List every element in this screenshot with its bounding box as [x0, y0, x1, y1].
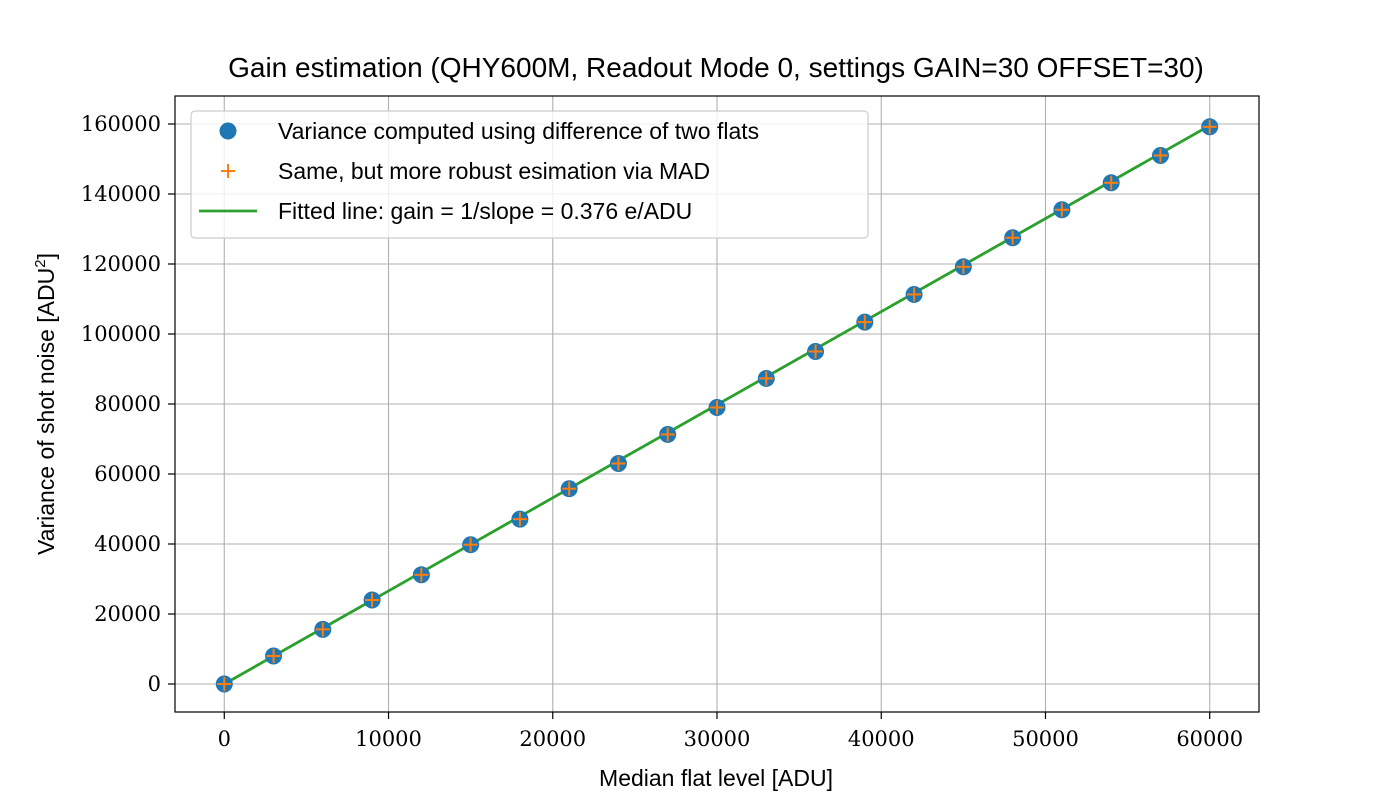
y-tick-label: 20000 — [94, 602, 161, 626]
data-point-plus — [1054, 202, 1069, 217]
y-tick-label: 80000 — [94, 392, 161, 416]
legend-marker-circle — [219, 122, 237, 140]
data-point-plus — [1104, 175, 1119, 190]
x-tick-label: 40000 — [848, 727, 915, 751]
x-tick-label: 10000 — [355, 727, 422, 751]
y-axis-label-end: ] — [33, 253, 59, 259]
data-point-plus — [907, 287, 922, 302]
data-points-layer — [215, 118, 1219, 693]
y-tick-label: 0 — [148, 672, 161, 696]
data-point-plus — [365, 593, 380, 607]
legend-marker-plus — [221, 164, 235, 178]
legend: Variance computed using difference of tw… — [190, 110, 869, 239]
data-point-plus — [512, 512, 527, 527]
y-tick-label: 40000 — [94, 532, 161, 556]
x-tick-label: 50000 — [1012, 727, 1079, 751]
data-point-plus — [414, 567, 429, 582]
chart-title: Gain estimation (QHY600M, Readout Mode 0… — [228, 52, 1204, 83]
legend-label: Same, but more robust esimation via MAD — [278, 158, 710, 184]
x-tick-label: 0 — [218, 727, 231, 751]
data-point-plus — [857, 315, 872, 330]
data-point-plus — [463, 537, 478, 552]
data-point-plus — [710, 400, 724, 415]
data-point-plus — [660, 427, 675, 442]
data-point-plus — [956, 259, 971, 274]
y-axis-label-main: Variance of shot noise [ADU — [33, 268, 59, 555]
y-axis-label: Variance of shot noise [ADU2] — [32, 253, 59, 555]
y-tick-label: 140000 — [81, 182, 161, 206]
data-point-plus — [1153, 148, 1168, 163]
x-tick-label: 60000 — [1176, 727, 1243, 751]
y-tick-label: 160000 — [81, 112, 161, 136]
axis-ticks: 0 10000 20000 30000 40000 50000 60000 0 20000 400… — [81, 112, 1243, 751]
data-point-plus — [808, 344, 823, 359]
data-point-plus — [1005, 230, 1020, 245]
data-point-plus — [217, 677, 232, 691]
data-point-plus — [759, 371, 774, 386]
y-axis-label-superscript: 2 — [32, 259, 49, 267]
x-tick-label: 30000 — [684, 727, 751, 751]
data-point-plus — [562, 481, 577, 496]
y-tick-label: 60000 — [94, 462, 161, 486]
data-point-plus — [315, 622, 330, 637]
y-tick-label: 100000 — [81, 322, 161, 346]
data-point-plus — [611, 456, 626, 471]
legend-label: Variance computed using difference of tw… — [278, 118, 759, 144]
data-point-plus — [266, 649, 281, 663]
x-tick-label: 20000 — [519, 727, 586, 751]
legend-label: Fitted line: gain = 1/slope = 0.376 e/AD… — [278, 198, 692, 224]
legend-box — [190, 110, 869, 239]
data-point-plus — [1202, 119, 1217, 134]
y-tick-label: 120000 — [81, 252, 161, 276]
x-axis-label: Median flat level [ADU] — [599, 765, 833, 791]
grid-lines — [175, 96, 1259, 712]
